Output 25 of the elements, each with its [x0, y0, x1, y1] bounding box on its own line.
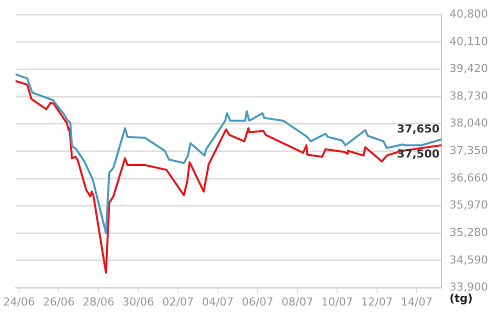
y-tick-label: 34,590 [450, 253, 488, 266]
x-tick-label: 24/06 [3, 295, 35, 308]
x-tick-label: 28/06 [82, 295, 114, 308]
y-tick-label: 38,040 [450, 116, 488, 130]
x-tick-label: 30/06 [122, 295, 154, 308]
x-tick-label: 14/07 [400, 295, 433, 308]
y-tick-label: 39,420 [450, 62, 488, 76]
y-tick-label: 35,280 [450, 226, 488, 240]
y-tick-label: 35,970 [450, 198, 488, 212]
annotation: 37,650 [397, 122, 440, 136]
x-tick-label: 26/06 [42, 295, 75, 308]
x-tick-label: 02/07 [162, 295, 194, 308]
y-tick-label: 33,900 [450, 280, 488, 294]
x-tick-label: 08/07 [281, 295, 314, 308]
x-tick-label: 06/07 [242, 295, 274, 308]
y-tick-label: 40,800 [450, 7, 488, 20]
y-tick-label: 36,660 [450, 171, 488, 184]
y-tick-label: 40,110 [450, 34, 488, 48]
y-tick-label: 38,730 [450, 89, 488, 102]
y-tick-label: 37,350 [450, 144, 488, 158]
x-tick-label: 12/07 [361, 295, 393, 308]
x-tick-label: 04/07 [202, 295, 234, 308]
x-tick-label: 10/07 [321, 295, 353, 308]
annotation: 37,500 [397, 148, 440, 161]
y-axis-title: (tg) [450, 292, 473, 306]
